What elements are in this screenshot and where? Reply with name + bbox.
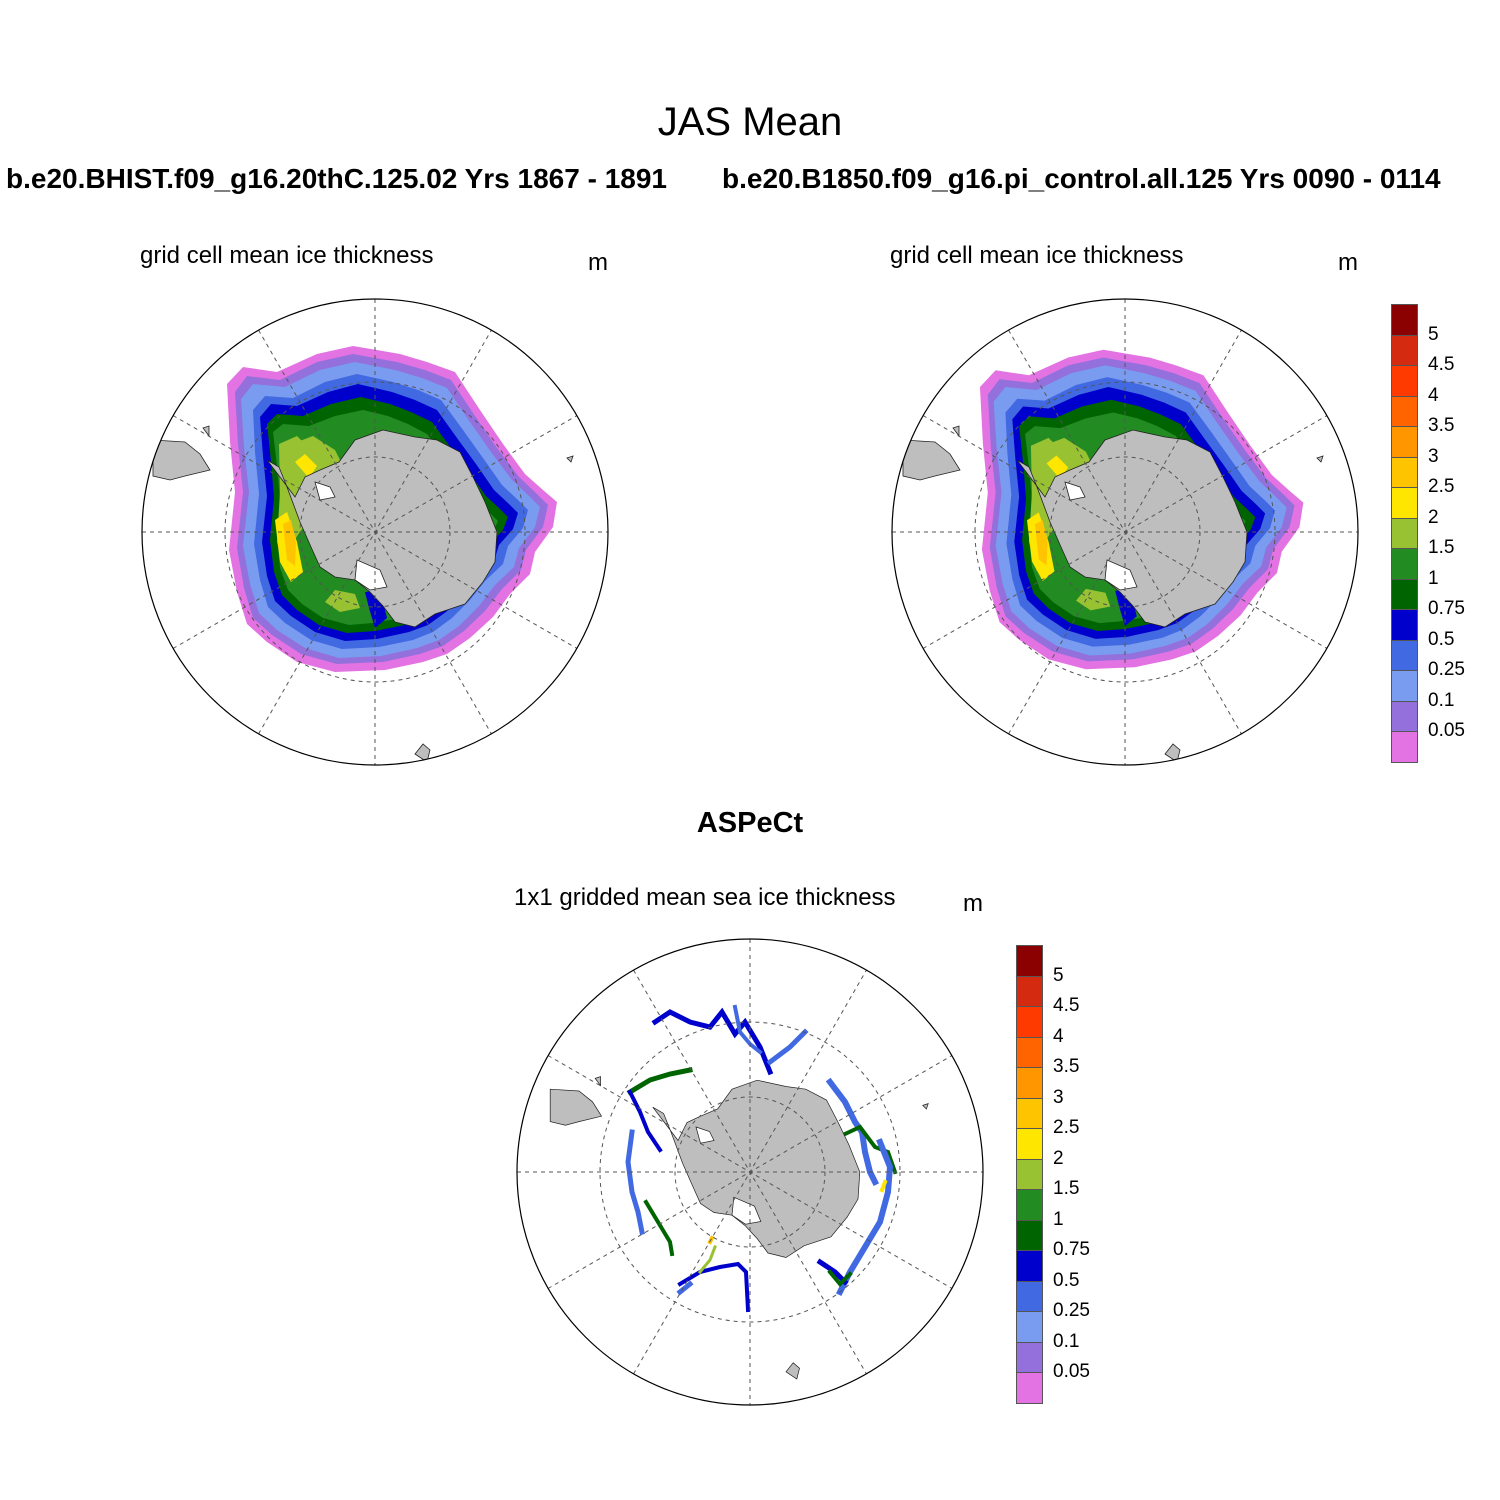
colorbar-swatch xyxy=(1391,304,1418,336)
colorbar-swatch xyxy=(1391,426,1418,458)
colorbar-swatch xyxy=(1391,365,1418,397)
right-map-frame xyxy=(891,298,1359,766)
colorbar-label: 0.1 xyxy=(1428,689,1455,711)
colorbar-swatch xyxy=(1391,395,1418,427)
colorbar-label: 1 xyxy=(1428,567,1439,589)
colorbar-label: 5 xyxy=(1053,964,1064,986)
left-panel-units: m xyxy=(588,249,608,276)
colorbar-swatch xyxy=(1016,1006,1043,1038)
obs-land-mask xyxy=(549,1076,929,1380)
colorbar-swatch xyxy=(1016,1250,1043,1282)
right-panel-subtitle: grid cell mean ice thickness xyxy=(890,242,1184,269)
colorbar-swatch xyxy=(1391,578,1418,610)
colorbar-swatch xyxy=(1016,1036,1043,1068)
colorbar-swatch xyxy=(1391,548,1418,580)
colorbar-swatch xyxy=(1391,487,1418,519)
colorbar-swatch xyxy=(1016,975,1043,1007)
colorbar-label: 1.5 xyxy=(1428,537,1455,558)
colorbar-swatch xyxy=(1391,456,1418,488)
colorbar-label: 0.05 xyxy=(1053,1361,1090,1382)
colorbar-swatch xyxy=(1016,1128,1043,1160)
colorbar-swatch xyxy=(1016,1158,1043,1190)
right-polar-map xyxy=(891,298,1359,766)
colorbar-label: 0.5 xyxy=(1428,628,1455,650)
colorbar-swatch xyxy=(1016,1372,1043,1404)
left-case-title: b.e20.BHIST.f09_g16.20thC.125.02 Yrs 186… xyxy=(6,163,667,194)
left-panel-subtitle: grid cell mean ice thickness xyxy=(140,242,434,269)
colorbar-swatch xyxy=(1016,1311,1043,1343)
colorbar-swatch xyxy=(1391,731,1418,763)
obs-map-frame xyxy=(516,938,984,1406)
colorbar-label: 3.5 xyxy=(1428,415,1455,436)
colorbar-label: 2.5 xyxy=(1428,476,1455,497)
colorbar-label: 1.5 xyxy=(1053,1178,1080,1199)
obs-panel-units: m xyxy=(963,890,983,917)
colorbar-label: 2 xyxy=(1053,1147,1064,1169)
colorbar-swatch xyxy=(1016,1067,1043,1099)
colorbar-swatch xyxy=(1016,1189,1043,1221)
obs-ship-tracks xyxy=(625,1004,898,1313)
colorbar-label: 4 xyxy=(1428,384,1439,406)
colorbar-label: 4.5 xyxy=(1053,995,1080,1016)
colorbar-swatch xyxy=(1391,609,1418,641)
colorbar-label: 0.05 xyxy=(1428,720,1465,741)
colorbar-swatch xyxy=(1391,334,1418,366)
colorbar-label: 3 xyxy=(1428,445,1439,467)
obs-polar-map xyxy=(516,938,984,1406)
colorbar-label: 3.5 xyxy=(1053,1056,1080,1077)
colorbar-label: 0.25 xyxy=(1053,1300,1090,1321)
colorbar-label: 4 xyxy=(1053,1025,1064,1047)
colorbar-label: 0.25 xyxy=(1428,659,1465,680)
colorbar-label: 0.1 xyxy=(1053,1330,1080,1352)
colorbar-swatch xyxy=(1391,670,1418,702)
colorbar-swatch xyxy=(1016,1219,1043,1251)
colorbar-swatch xyxy=(1016,1341,1043,1373)
colorbar-swatch xyxy=(1016,1097,1043,1129)
colorbar-swatch xyxy=(1391,639,1418,671)
right-case-title: b.e20.B1850.f09_g16.pi_control.all.125 Y… xyxy=(722,163,1441,194)
right-panel-units: m xyxy=(1338,249,1358,276)
obs-panel-subtitle: 1x1 gridded mean sea ice thickness xyxy=(514,884,896,911)
colorbar-swatch xyxy=(1391,517,1418,549)
colorbar-label: 0.5 xyxy=(1053,1269,1080,1291)
colorbar-label: 3 xyxy=(1053,1086,1064,1108)
obs-panel-title: ASPeCt xyxy=(696,807,804,839)
colorbar-label: 5 xyxy=(1428,323,1439,345)
colorbar-swatch xyxy=(1016,1280,1043,1312)
colorbar-swatch xyxy=(1391,700,1418,732)
colorbar-label: 2.5 xyxy=(1053,1117,1080,1138)
obs-graticule xyxy=(517,939,983,1405)
colorbar-swatch xyxy=(1016,945,1043,977)
left-polar-map xyxy=(141,298,609,766)
colorbar-label: 0.75 xyxy=(1428,598,1465,619)
left-map-frame xyxy=(141,298,609,766)
figure-title: JAS Mean xyxy=(657,100,843,144)
colorbar-label: 1 xyxy=(1053,1208,1064,1230)
colorbar-label: 2 xyxy=(1428,506,1439,528)
colorbar-label: 0.75 xyxy=(1053,1239,1090,1260)
colorbar-label: 4.5 xyxy=(1428,354,1455,375)
